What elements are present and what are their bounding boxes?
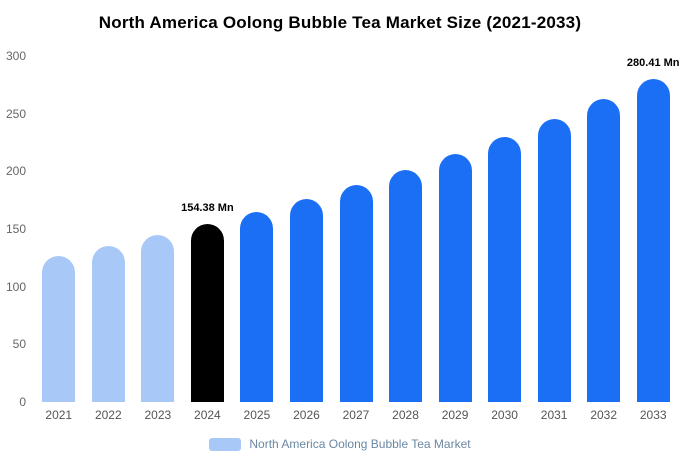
- bar-2023[interactable]: [141, 235, 175, 402]
- bar-2024[interactable]: [190, 223, 224, 402]
- x-tick-label: 2022: [94, 408, 122, 422]
- legend-swatch-icon: [209, 437, 242, 451]
- y-tick-label: 50: [12, 337, 26, 352]
- y-tick-label: 300: [5, 49, 26, 63]
- y-axis: 0 50 100 150 200 250 300: [0, 49, 30, 409]
- y-tick-label: 250: [5, 106, 26, 121]
- x-axis: 2021 2022 2023 2024 2025 2026 2027 2028 2029 2030…: [34, 408, 678, 424]
- bar-2026[interactable]: [289, 198, 323, 402]
- x-tick-label: 2025: [243, 408, 271, 422]
- y-tick-label: 150: [5, 222, 26, 236]
- data-label-2033: 280.41 Mn: [626, 56, 680, 69]
- plot-area: 154.38 Mn 280.41 Mn: [34, 56, 680, 402]
- bar-2032[interactable]: [587, 99, 621, 402]
- y-tick-label: 100: [5, 279, 26, 294]
- x-tick-label: 2021: [45, 408, 73, 422]
- x-tick-label: 2023: [144, 408, 172, 422]
- x-tick-label: 2026: [293, 408, 320, 422]
- bar-2022[interactable]: [91, 246, 125, 402]
- plot-wrap: 0 50 100 150 200 250 300 154.38 Mn 280.41 Mn 20…: [0, 49, 680, 422]
- data-label-2024: 154.38 Mn: [181, 201, 234, 214]
- bar-2021[interactable]: [42, 256, 76, 402]
- x-tick-label: 2030: [491, 408, 518, 422]
- bar-2030[interactable]: [488, 136, 522, 402]
- x-tick-label: 2027: [342, 408, 370, 422]
- x-tick-label: 2024: [194, 408, 221, 422]
- chart-container: North America Oolong Bubble Tea Market S…: [0, 13, 680, 451]
- legend-label: North America Oolong Bubble Tea Market: [249, 437, 471, 451]
- x-tick-label: 2032: [590, 408, 618, 422]
- bar-2033[interactable]: [636, 78, 670, 402]
- bar-2029[interactable]: [438, 153, 472, 402]
- chart-title: North America Oolong Bubble Tea Market S…: [98, 13, 582, 32]
- bar-2025[interactable]: [240, 211, 274, 402]
- bar-2031[interactable]: [537, 118, 571, 402]
- x-tick-label: 2031: [540, 408, 568, 422]
- bar-2028[interactable]: [389, 169, 423, 402]
- x-tick-label: 2028: [392, 408, 419, 422]
- y-tick-label: 200: [5, 164, 26, 179]
- bar-2027[interactable]: [339, 184, 373, 402]
- y-tick-label: 0: [19, 395, 26, 409]
- legend[interactable]: North America Oolong Bubble Tea Market: [0, 437, 680, 451]
- x-tick-label: 2033: [639, 408, 667, 422]
- x-tick-label: 2029: [441, 408, 469, 422]
